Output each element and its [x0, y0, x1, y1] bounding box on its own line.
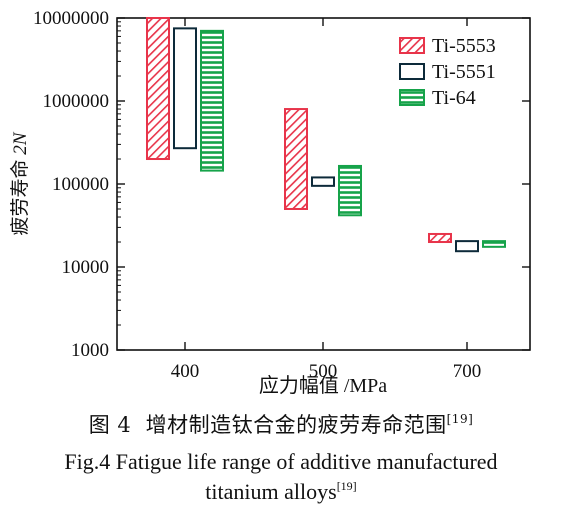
range-bar-ti-5553-500: [284, 108, 308, 210]
range-bar-ti-64-700: [482, 240, 506, 248]
y-axis: 1000 10000 100000 1000000 10000000: [33, 8, 530, 361]
range-bars: [146, 17, 506, 253]
caption-en-line-1: Fig.4 Fatigue life range of additive man…: [64, 449, 498, 474]
range-bar-ti-5551-700: [455, 240, 479, 253]
x-tick-label: 500: [309, 361, 338, 382]
legend-swatch-ti-64: [399, 89, 425, 106]
y-tick-label: 100000: [52, 174, 109, 195]
legend: Ti-5553 Ti-5551 Ti-64: [399, 35, 496, 109]
y-tick-label: 1000: [71, 340, 109, 361]
range-bar-ti-64-400: [200, 29, 224, 172]
range-bar-ti-64-500: [338, 164, 362, 217]
caption-en-reference: [19]: [336, 479, 357, 493]
y-axis-label: 疲劳寿命 2N: [9, 131, 31, 235]
caption-cn-text: 增材制造钛合金的疲劳寿命范围: [145, 413, 447, 437]
range-bar-ti-5551-400: [173, 27, 197, 150]
y-tick-label: 10000000: [33, 8, 109, 29]
figure-caption-cn: 图 4 增材制造钛合金的疲劳寿命范围[19]: [0, 409, 562, 439]
caption-cn-reference: [19]: [446, 412, 474, 426]
legend-swatch-ti-5553: [399, 37, 425, 54]
y-tick-label: 1000000: [43, 91, 110, 112]
legend-label-ti-5551: Ti-5551: [432, 61, 496, 83]
range-bar-ti-5551-500: [311, 176, 335, 187]
legend-label-ti-5553: Ti-5553: [432, 35, 496, 57]
x-axis-label: 应力幅值 /MPa: [259, 374, 387, 397]
range-bar-ti-5553-400: [146, 17, 170, 161]
legend-label-ti-64: Ti-64: [432, 87, 476, 109]
y-tick-label: 10000: [62, 257, 110, 278]
caption-en-line-2: titanium alloys: [205, 479, 337, 504]
y-axis-label-text: 疲劳寿命: [9, 159, 31, 235]
x-tick-label: 700: [453, 361, 482, 382]
x-axis: 400 500 700: [171, 18, 482, 382]
fatigue-life-chart: 1000 10000 100000 1000000 10000000 400 500 700…: [9, 8, 531, 397]
figure-caption-en-continued: titanium alloys[19]: [0, 479, 562, 505]
figure-caption-en: Fig.4 Fatigue life range of additive man…: [0, 449, 562, 475]
range-bar-ti-5553-700: [428, 232, 452, 244]
x-tick-label: 400: [171, 361, 200, 382]
caption-figure-number: 图 4: [88, 413, 132, 437]
y-axis-label-variable: 2N: [10, 131, 31, 155]
legend-swatch-ti-5551: [399, 63, 425, 80]
